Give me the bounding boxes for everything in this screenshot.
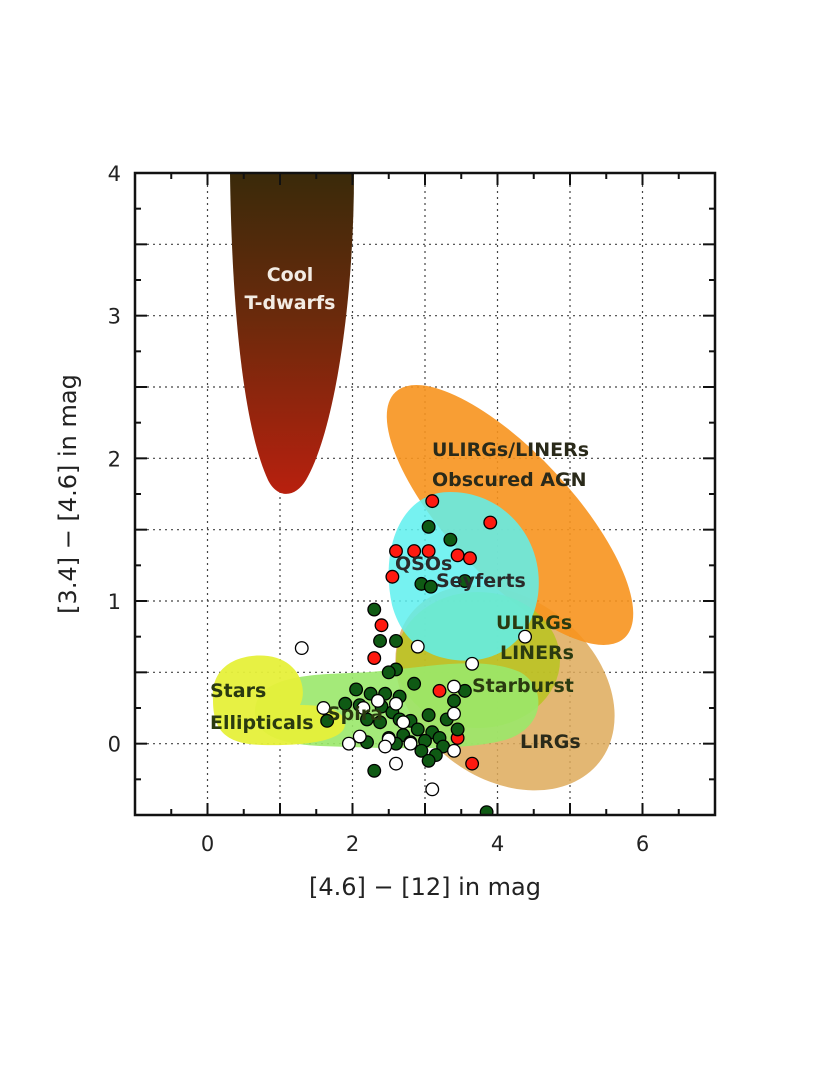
point-open <box>341 736 356 751</box>
axis-ticks: 0 2 4 6 0 1 2 3 4 <box>108 162 716 856</box>
region-cool-t-dwarfs <box>230 173 354 494</box>
point-green <box>367 602 382 617</box>
label-ulirgs: ULIRGs <box>496 612 572 634</box>
y-tick-label: 2 <box>108 447 121 471</box>
label-seyferts: Seyferts <box>436 570 526 592</box>
point-open <box>389 696 403 711</box>
point-red <box>450 548 465 563</box>
region-ulirgs-liners-obscured-agn <box>386 385 634 645</box>
x-tick-label: 6 <box>636 832 649 856</box>
point-red <box>385 569 400 584</box>
point-green <box>349 682 364 697</box>
point-green <box>373 715 388 730</box>
point-green <box>457 574 472 588</box>
point-green <box>450 722 465 737</box>
label-t-dwarfs: T-dwarfs <box>245 292 336 314</box>
y-tick-label: 0 <box>108 733 121 757</box>
label-stars: Stars <box>210 680 266 702</box>
point-red <box>465 756 480 771</box>
point-green <box>410 722 425 737</box>
point-green <box>373 633 388 648</box>
point-open <box>518 629 533 644</box>
point-red <box>483 515 498 530</box>
y-tick-label: 4 <box>108 162 121 186</box>
point-green <box>421 519 436 534</box>
label-lirgs: LIRGs <box>520 731 581 753</box>
label-spirals: Spira <box>327 703 383 725</box>
label-starburst: Starburst <box>472 675 574 697</box>
point-open <box>433 819 446 832</box>
point-red <box>389 544 403 559</box>
point-open <box>465 656 480 671</box>
point-green <box>367 763 382 778</box>
label-liners: LINERs <box>500 642 574 664</box>
point-green <box>421 708 436 723</box>
point-red <box>374 618 389 633</box>
label-ulirgs-liners: ULIRGs/LINERs <box>432 439 589 461</box>
label-cool: Cool <box>267 264 314 286</box>
label-qsos: QSOs <box>395 553 452 575</box>
point-open <box>352 729 367 744</box>
point-green <box>421 753 436 768</box>
point-open <box>396 715 411 730</box>
point-red <box>425 494 440 509</box>
label-obscured-agn: Obscured AGN <box>432 469 587 491</box>
point-red <box>421 544 436 559</box>
point-open <box>403 736 418 751</box>
y-tick-label: 3 <box>108 305 121 329</box>
point-open <box>447 679 461 694</box>
point-open <box>316 701 331 715</box>
region-labels: Cool T-dwarfs ULIRGs/LINERs Obscured AGN… <box>210 264 589 753</box>
point-red <box>432 683 447 698</box>
point-open <box>370 693 385 708</box>
point-red <box>463 551 477 566</box>
point-open <box>378 739 393 754</box>
label-ellipticals: Ellipticals <box>210 712 314 734</box>
point-open <box>410 639 425 654</box>
point-green <box>320 713 335 728</box>
point-green <box>443 532 458 547</box>
x-axis-label: [4.6] − [12] in mag <box>309 873 541 901</box>
point-green <box>447 693 461 708</box>
point-green <box>414 743 429 758</box>
point-open <box>389 756 403 771</box>
x-tick-label: 0 <box>201 832 214 856</box>
point-red <box>367 651 382 666</box>
x-tick-label: 4 <box>491 832 504 856</box>
point-red <box>407 544 422 559</box>
point-green <box>381 665 396 680</box>
x-tick-label: 2 <box>346 832 359 856</box>
point-green <box>423 579 438 594</box>
point-green <box>389 633 403 648</box>
y-tick-label: 1 <box>108 590 121 614</box>
point-green <box>407 676 422 691</box>
point-open <box>294 641 309 656</box>
point-open <box>447 743 461 758</box>
data-points <box>294 494 533 832</box>
regions <box>212 173 634 791</box>
point-open <box>447 706 461 721</box>
point-green <box>338 696 353 711</box>
point-open <box>356 701 371 715</box>
point-green <box>479 805 494 815</box>
y-axis-label: [3.4] − [4.6] in mag <box>54 374 82 614</box>
point-open <box>425 782 440 797</box>
region-stars-ellipticals <box>212 655 345 746</box>
